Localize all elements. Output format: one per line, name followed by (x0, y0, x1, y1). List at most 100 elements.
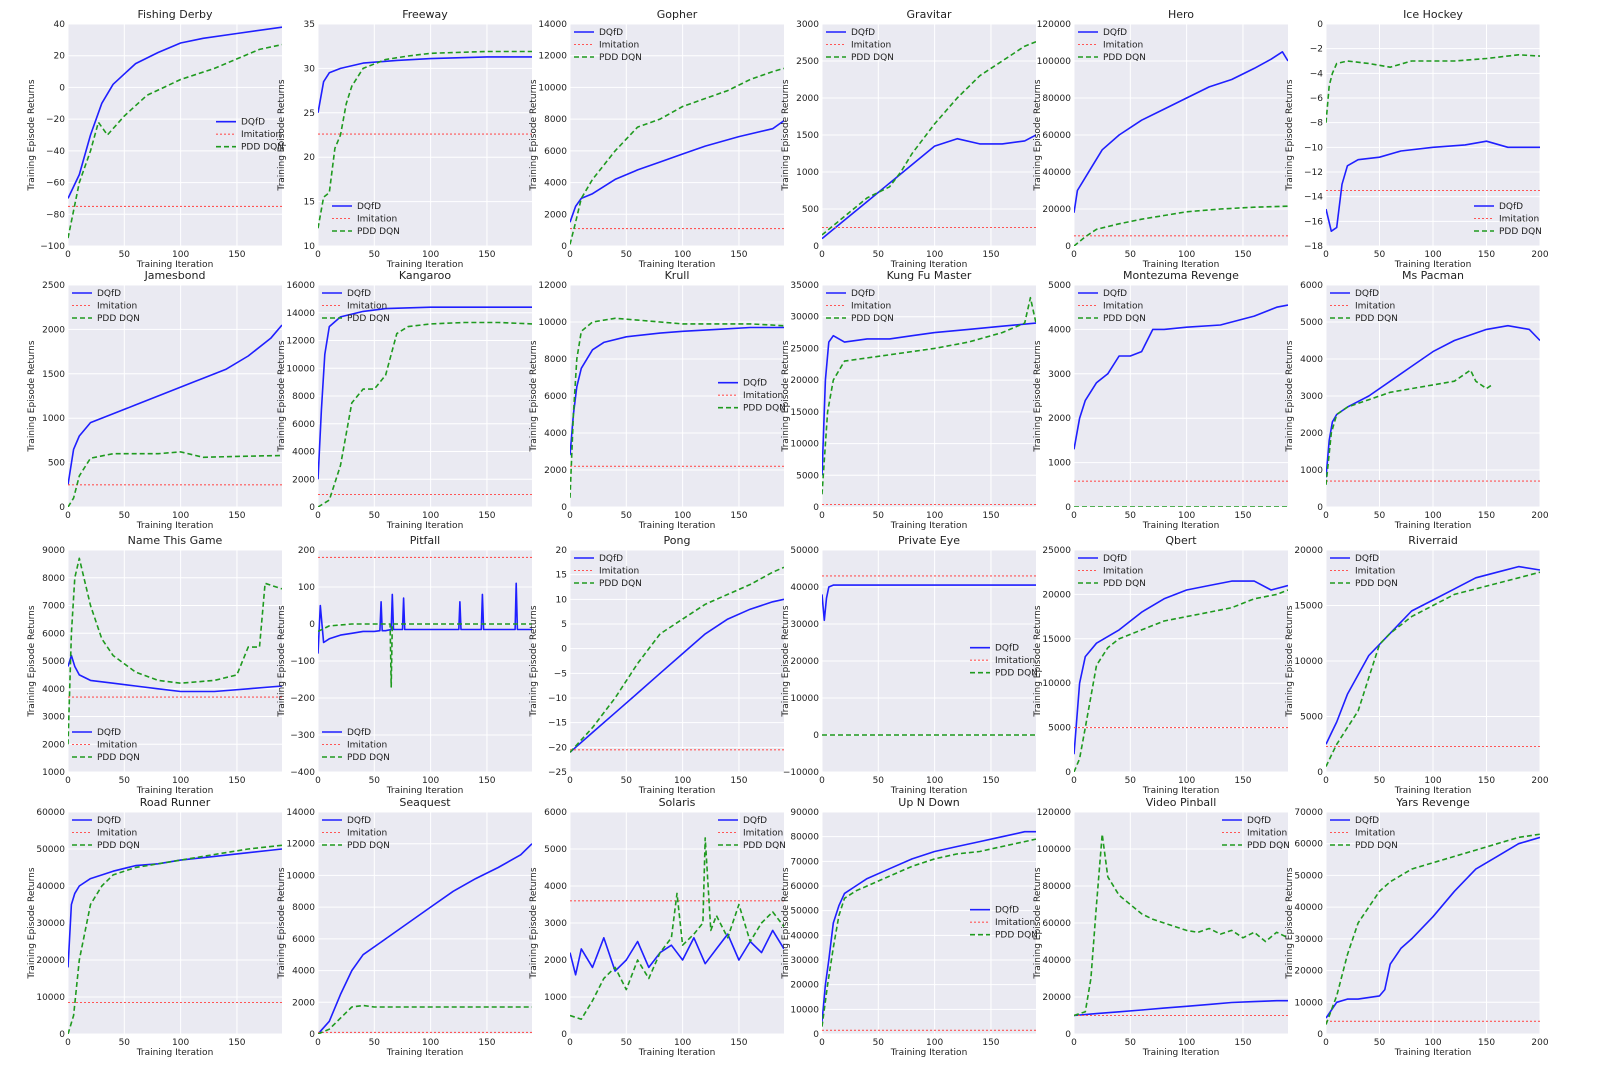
legend-label: Imitation (1103, 567, 1143, 577)
y-tick-label: −5 (554, 669, 567, 679)
y-tick-label: 5000 (1300, 713, 1323, 723)
legend-label: DQfD (1247, 816, 1271, 826)
series-line-dqfd (68, 654, 282, 693)
legend-label: PDD DQN (241, 143, 284, 153)
y-tick-label: 10000 (1294, 998, 1323, 1008)
y-tick-label: 3000 (796, 20, 819, 30)
chart-title: Qbert (1165, 534, 1197, 547)
series-line-dqfd (822, 322, 1036, 476)
y-tick-label: 2000 (544, 210, 567, 220)
legend-label: Imitation (347, 741, 387, 751)
x-tick-label: 100 (172, 1038, 189, 1048)
x-tick-label: 50 (873, 511, 885, 521)
y-tick-label: 20000 (1294, 546, 1323, 556)
y-tick-label: 20000 (1042, 205, 1071, 215)
x-tick-label: 100 (422, 511, 439, 521)
legend: DQfD Imitation PDD DQN (1222, 816, 1290, 851)
y-axis-label: Training Episode Returns (27, 79, 37, 191)
x-tick-label: 0 (567, 250, 573, 260)
legend-label: Imitation (97, 302, 137, 312)
x-axis-label: Training Iteration (638, 260, 716, 270)
y-axis-label: Training Episode Returns (277, 605, 287, 717)
x-tick-label: 50 (621, 1038, 633, 1048)
x-tick-label: 150 (730, 250, 747, 260)
x-tick-label: 150 (478, 1038, 495, 1048)
x-tick-label: 100 (1424, 511, 1441, 521)
y-tick-label: 0 (1317, 768, 1323, 778)
x-tick-label: 50 (369, 250, 381, 260)
legend-label: Imitation (347, 302, 387, 312)
x-tick-label: 100 (674, 250, 691, 260)
y-tick-label: 50000 (790, 907, 819, 917)
chart-title: Freeway (402, 8, 448, 21)
y-tick-label: 0 (1317, 20, 1323, 30)
x-tick-label: 0 (1323, 776, 1329, 786)
series-line-pdd-dqn (1074, 205, 1288, 246)
x-tick-label: 0 (1071, 250, 1077, 260)
x-tick-label: 150 (982, 1038, 999, 1048)
legend-label: PDD DQN (995, 931, 1038, 941)
legend-label: Imitation (1247, 829, 1287, 839)
legend-label: PDD DQN (1103, 314, 1146, 324)
chart-title: Hero (1168, 8, 1194, 21)
legend-label: PDD DQN (97, 314, 140, 324)
y-axis-label: Training Episode Returns (27, 340, 37, 452)
legend-label: PDD DQN (1355, 579, 1398, 589)
legend: DQfD Imitation PDD DQN (322, 289, 390, 324)
x-tick-label: 0 (315, 1038, 321, 1048)
y-tick-label: 12000 (286, 840, 315, 850)
legend-label: Imitation (1355, 829, 1395, 839)
y-tick-label: 12000 (286, 337, 315, 347)
x-tick-label: 150 (1234, 1038, 1251, 1048)
legend-label: DQfD (743, 816, 767, 826)
x-axis-label: Training Iteration (638, 786, 716, 796)
y-tick-label: 6000 (544, 392, 567, 402)
y-tick-label: 3000 (1048, 370, 1071, 380)
y-tick-label: 0 (1317, 1030, 1323, 1040)
plot-area (318, 24, 532, 246)
legend-label: Imitation (743, 391, 783, 401)
legend-label: DQfD (1355, 554, 1379, 564)
y-axis-label: Training Episode Returns (1285, 867, 1295, 979)
series-line-dqfd (1074, 304, 1288, 450)
y-tick-label: 10000 (1294, 657, 1323, 667)
chart-title: Seaquest (399, 796, 451, 809)
y-tick-label: 5000 (544, 845, 567, 855)
x-tick-label: 200 (1531, 1038, 1548, 1048)
legend-label: PDD DQN (599, 579, 642, 589)
y-tick-label: 1000 (1300, 466, 1323, 476)
x-axis-label: Training Iteration (386, 521, 464, 531)
legend: DQfD Imitation PDD DQN (1474, 202, 1542, 237)
y-axis-label: Training Episode Returns (529, 340, 539, 452)
y-tick-label: 1000 (544, 993, 567, 1003)
y-axis-label: Training Episode Returns (277, 867, 287, 979)
y-tick-label: 70000 (1294, 808, 1323, 818)
x-axis-label: Training Iteration (1142, 786, 1220, 796)
x-axis-label: Training Iteration (890, 260, 968, 270)
y-axis-label: Training Episode Returns (529, 605, 539, 717)
x-tick-label: 0 (315, 250, 321, 260)
series-line-pdd-dqn (822, 41, 1036, 236)
legend-label: PDD DQN (97, 753, 140, 763)
y-tick-label: 60000 (1042, 919, 1071, 929)
x-tick-label: 50 (1125, 250, 1137, 260)
y-tick-label: 14000 (538, 20, 567, 30)
subplot-pong: Pong 0 50 100 150 −25 −20 −15 −10 −5 0 5 10 15 20 Train… (529, 534, 784, 796)
legend-label: PDD DQN (347, 753, 390, 763)
y-tick-label: 30000 (36, 919, 65, 929)
subplot-up-n-down: Up N Down 0 50 100 150 0 10000 20000 30000 40000 5… (781, 796, 1038, 1058)
y-tick-label: −100 (40, 242, 65, 252)
y-tick-label: 5000 (1048, 281, 1071, 291)
legend: DQfD Imitation PDD DQN (718, 379, 786, 414)
subplot-kung-fu-master: Kung Fu Master 0 50 100 150 0 5000 10000 15000 20… (781, 269, 1036, 531)
legend-label: DQfD (347, 289, 371, 299)
y-tick-label: 40 (54, 20, 66, 30)
y-tick-label: 40000 (1042, 956, 1071, 966)
y-tick-label: 14000 (286, 808, 315, 818)
y-tick-label: 20000 (790, 657, 819, 667)
y-tick-label: −40 (46, 147, 65, 157)
series-line-dqfd (68, 848, 282, 968)
x-tick-label: 0 (567, 776, 573, 786)
x-tick-label: 0 (315, 511, 321, 521)
